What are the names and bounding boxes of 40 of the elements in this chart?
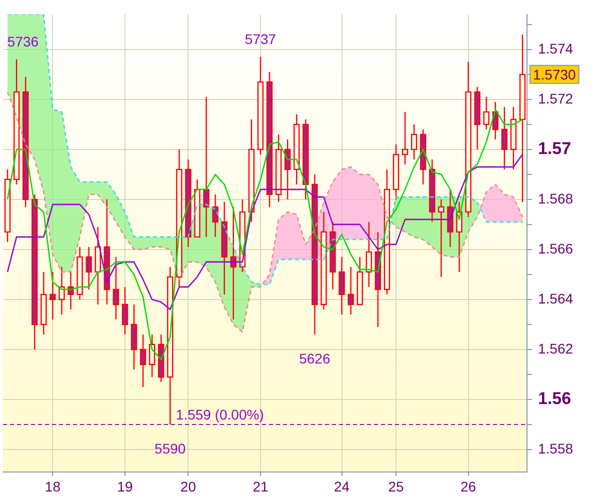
candlestick: [338, 256, 345, 316]
x-tick-label: 19: [117, 478, 133, 494]
y-tick-label: 1.564: [538, 290, 574, 306]
line-series: [6, 91, 524, 333]
y-tick-label: 1.57: [538, 139, 572, 158]
x-tick-label: 24: [334, 478, 350, 494]
y-tick-label: 1.572: [538, 90, 574, 106]
text: 5626: [299, 350, 330, 366]
candlestick: [68, 271, 74, 310]
candlestick: [122, 286, 128, 336]
candlestick: [483, 96, 490, 130]
candlestick: [50, 271, 56, 320]
x-tick-label: 18: [44, 478, 61, 494]
text: 5590: [154, 440, 186, 456]
candlestick: [410, 124, 418, 160]
x-tick-label: 21: [252, 478, 268, 494]
x-tick-label: 26: [460, 478, 476, 494]
ref-line-label: 1.559 (0.00%): [176, 406, 264, 422]
text: 1.5730: [533, 66, 576, 82]
candlestick: [112, 256, 120, 320]
y-tick-label: 1.574: [538, 40, 574, 56]
candlestick: [212, 194, 218, 238]
y-tick-label: 1.56: [538, 389, 572, 408]
candlestick: [438, 198, 444, 278]
candlestick: [140, 334, 146, 388]
candlestick: [366, 221, 372, 288]
x-tick-label: 20: [180, 478, 196, 494]
x-tick-label: 25: [388, 478, 404, 494]
candlestick: [58, 266, 65, 316]
candlestick: [348, 266, 354, 316]
y-tick-label: 1.568: [538, 190, 574, 206]
candlestick: [402, 111, 408, 166]
candlestick: [203, 96, 210, 238]
y-tick-label: 1.562: [538, 340, 574, 356]
text: 5737: [244, 30, 276, 47]
y-tick-label: 1.558: [538, 440, 574, 456]
y-tick-label: 1.566: [538, 240, 574, 256]
candlestick: [501, 106, 508, 170]
text: 5736: [7, 33, 39, 50]
candlestick: [86, 246, 92, 290]
